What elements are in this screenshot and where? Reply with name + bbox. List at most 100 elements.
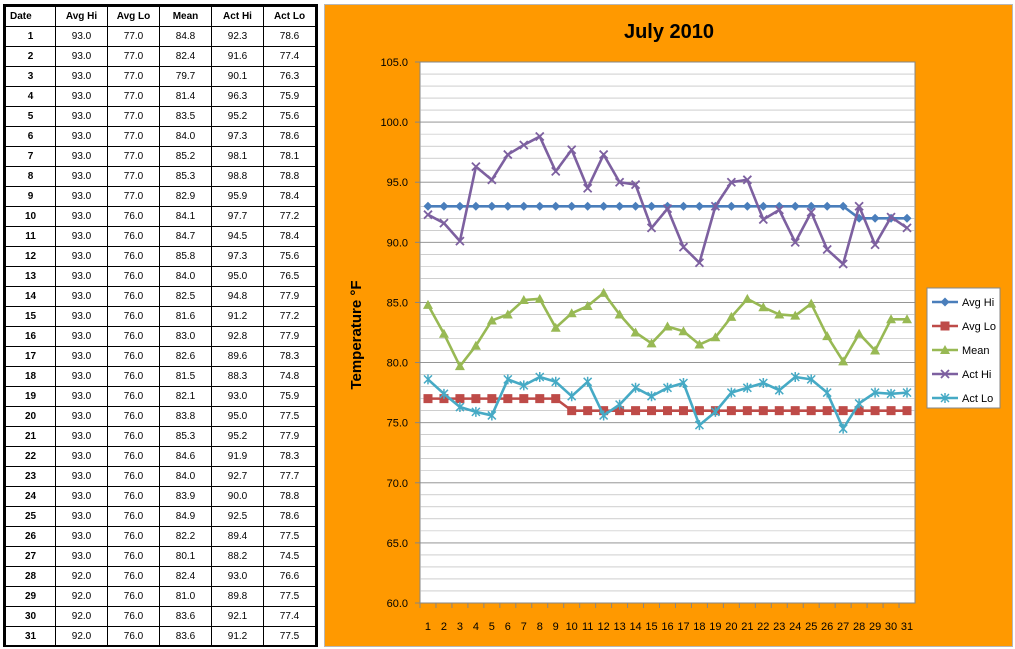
table-row: 5 93.0 77.0 83.5 95.2 75.6 xyxy=(5,106,316,127)
data-point-mean xyxy=(742,293,753,303)
data-point-act-hi xyxy=(471,161,481,172)
table-cell: 93.0 xyxy=(55,126,108,147)
table-row: 28 92.0 76.0 82.4 93.0 76.6 xyxy=(5,566,316,587)
data-point-act-lo xyxy=(599,410,609,421)
table-cell: 90.0 xyxy=(211,486,264,507)
data-point-avg-hi xyxy=(678,201,688,211)
table-cell: 94.8 xyxy=(211,286,264,307)
table-cell-date: 15 xyxy=(5,306,56,327)
data-point-act-lo xyxy=(615,399,625,410)
table-cell: 89.6 xyxy=(211,346,264,367)
table-cell: 75.6 xyxy=(263,106,316,127)
table-cell: 77.9 xyxy=(263,326,316,347)
table-cell: 85.3 xyxy=(159,166,212,187)
table-cell: 89.4 xyxy=(211,526,264,547)
x-tick-label: 22 xyxy=(757,621,769,633)
table-cell: 92.0 xyxy=(55,626,108,647)
data-point-act-lo xyxy=(886,388,896,399)
data-point-mean xyxy=(774,309,785,319)
data-point-avg-hi xyxy=(455,201,465,211)
table-row: 25 93.0 76.0 84.9 92.5 78.6 xyxy=(5,506,316,527)
table-cell: 93.0 xyxy=(55,546,108,567)
data-point-avg-lo xyxy=(902,406,912,416)
table-cell: 76.0 xyxy=(107,206,160,227)
table-cell-date: 6 xyxy=(5,126,56,147)
data-point-avg-hi xyxy=(599,201,609,211)
data-point-act-hi xyxy=(822,244,832,255)
table-cell-date: 9 xyxy=(5,186,56,207)
data-point-avg-lo xyxy=(615,406,625,416)
table-cell: 76.0 xyxy=(107,506,160,527)
table-cell-date: 7 xyxy=(5,146,56,167)
table-cell: 76.0 xyxy=(107,466,160,487)
x-tick-label: 4 xyxy=(473,621,479,633)
table-cell-date: 30 xyxy=(5,606,56,627)
table-cell: 78.4 xyxy=(263,186,316,207)
x-tick-label: 31 xyxy=(901,621,913,633)
table-row: 30 92.0 76.0 83.6 92.1 77.4 xyxy=(5,606,316,627)
y-tick-label: 80.0 xyxy=(387,358,408,370)
table-cell: 93.0 xyxy=(55,426,108,447)
data-point-avg-hi xyxy=(439,201,449,211)
header-date: Date xyxy=(5,6,56,27)
table-cell: 97.7 xyxy=(211,206,264,227)
table-row: 9 93.0 77.0 82.9 95.9 78.4 xyxy=(5,186,316,207)
table-cell: 77.5 xyxy=(263,406,316,427)
data-point-avg-hi xyxy=(838,201,848,211)
table-row: 8 93.0 77.0 85.3 98.8 78.8 xyxy=(5,166,316,187)
x-tick-label: 8 xyxy=(537,621,543,633)
data-point-mean xyxy=(758,302,769,312)
data-point-act-hi xyxy=(455,236,465,246)
table-cell: 80.1 xyxy=(159,546,212,567)
header-act-hi: Act Hi xyxy=(211,6,264,27)
x-tick-label: 12 xyxy=(598,621,610,633)
table-cell: 78.3 xyxy=(263,446,316,467)
data-point-mean xyxy=(470,340,481,350)
data-point-act-lo xyxy=(583,376,593,387)
table-cell: 84.8 xyxy=(159,26,212,47)
data-point-avg-lo xyxy=(647,406,657,416)
data-point-act-lo xyxy=(631,382,641,393)
x-tick-label: 13 xyxy=(613,621,625,633)
table-cell: 93.0 xyxy=(55,386,108,407)
table-cell: 93.0 xyxy=(55,466,108,487)
table-cell: 75.6 xyxy=(263,246,316,267)
data-point-mean xyxy=(518,295,529,305)
data-point-avg-lo xyxy=(631,406,641,416)
data-point-act-hi xyxy=(567,145,577,155)
data-point-avg-hi xyxy=(742,201,752,211)
table-cell: 78.8 xyxy=(263,486,316,507)
table-cell: 93.0 xyxy=(55,186,108,207)
table-cell: 96.3 xyxy=(211,86,264,107)
x-tick-label: 9 xyxy=(553,621,559,633)
data-point-avg-hi xyxy=(758,201,768,211)
table-cell-date: 10 xyxy=(5,206,56,227)
line-chart: July 2010 Temperature °F 60.0 65.0 70.0 75.… xyxy=(348,21,1001,633)
header-act-lo: Act Lo xyxy=(263,6,316,27)
data-point-act-hi xyxy=(519,140,529,150)
table-cell: 85.3 xyxy=(159,426,212,447)
table-cell-date: 16 xyxy=(5,326,56,347)
table-cell: 93.0 xyxy=(55,306,108,327)
table-cell: 77.2 xyxy=(263,206,316,227)
data-point-mean xyxy=(854,328,865,338)
data-point-act-hi xyxy=(598,149,609,160)
table-cell: 76.0 xyxy=(107,586,160,607)
legend-label-mean: Mean xyxy=(962,345,990,357)
table-cell: 93.0 xyxy=(55,106,108,127)
data-point-mean xyxy=(486,315,497,325)
table-cell: 78.6 xyxy=(263,26,316,47)
table-row: 15 93.0 76.0 81.6 91.2 77.2 xyxy=(5,306,316,327)
table-cell: 77.0 xyxy=(107,86,160,107)
table-cell: 76.0 xyxy=(107,246,160,267)
data-point-avg-lo xyxy=(551,394,561,404)
data-point-act-hi xyxy=(694,258,705,268)
data-point-act-lo xyxy=(678,377,688,388)
data-point-act-hi xyxy=(710,201,721,211)
data-point-act-lo xyxy=(854,398,864,409)
x-tick-label: 15 xyxy=(645,621,657,633)
table-cell: 74.5 xyxy=(263,546,316,567)
data-point-act-lo xyxy=(455,402,465,413)
x-tick-label: 5 xyxy=(489,621,495,633)
data-point-avg-hi xyxy=(423,201,433,211)
